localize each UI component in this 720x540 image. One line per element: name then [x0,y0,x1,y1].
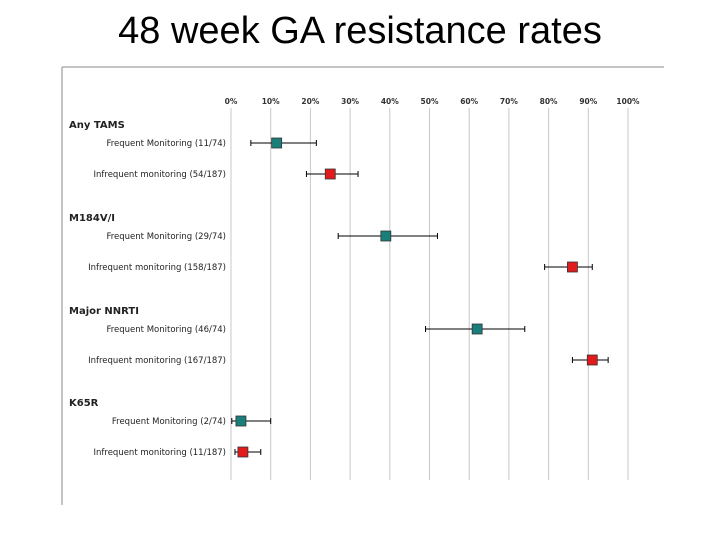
point-estimate [471,323,483,335]
point-estimate [380,230,392,242]
data-marks [231,137,609,458]
x-tick-label: 80% [540,97,558,106]
row-label: Frequent Monitoring (11/74) [106,139,226,149]
chart-frame [61,66,664,505]
group-label: M184V/I [69,213,115,224]
row-label: Infrequent monitoring (11/187) [94,448,227,458]
row-label: Infrequent monitoring (158/187) [88,263,226,273]
slide-title: 48 week GA resistance rates [118,10,602,52]
point-estimate [271,137,283,149]
point-estimate [586,354,598,366]
row-label: Infrequent monitoring (54/187) [94,170,227,180]
row-label: Frequent Monitoring (29/74) [106,232,226,242]
x-tick-label: 10% [262,97,280,106]
x-tick-label: 90% [579,97,597,106]
group-label: Major NNRTI [69,306,139,317]
row-labels: Any TAMS Frequent Monitoring (11/74) Infre… [69,120,226,458]
row-label: Frequent Monitoring (2/74) [112,417,226,427]
x-tick-label: 70% [500,97,518,106]
x-tick-label: 60% [460,97,478,106]
x-tick-label: 0% [225,97,238,106]
x-tick-label: 100% [616,97,640,106]
gridlines [230,108,629,480]
point-estimate [235,415,247,427]
group-label: Any TAMS [69,120,125,131]
point-estimate [324,168,336,180]
x-tick-label: 50% [421,97,439,106]
row-label: Frequent Monitoring (46/74) [106,325,226,335]
group-label: K65R [69,398,99,409]
x-tick-label: 40% [381,97,399,106]
row-label: Infrequent monitoring (167/187) [88,356,226,366]
x-tick-label: 30% [341,97,359,106]
point-estimate [567,261,578,273]
point-estimate [237,446,249,458]
x-tick-label: 20% [301,97,319,106]
x-axis-ticks: 0% 10% 20% 30% 40% 50% 60% 70% 80% 90% 100% [225,97,640,106]
